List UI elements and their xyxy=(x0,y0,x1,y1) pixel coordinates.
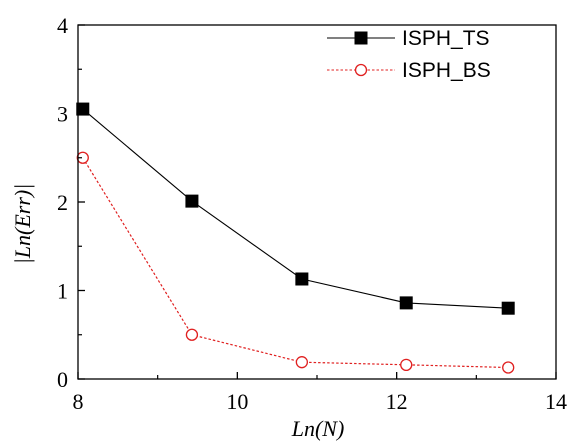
data-point xyxy=(295,272,309,286)
data-point xyxy=(76,151,89,164)
legend-label: ISPH_TS xyxy=(402,27,490,50)
y-tick-label: 2 xyxy=(57,190,68,215)
data-point xyxy=(399,296,413,310)
series-layer xyxy=(76,102,515,374)
data-point xyxy=(502,361,515,374)
series-line xyxy=(82,157,509,369)
legend-marker xyxy=(354,63,368,77)
data-point xyxy=(185,328,199,341)
legend-entry: ISPH_TS xyxy=(327,27,490,50)
data-point xyxy=(400,358,413,371)
x-axis-title: Ln(N) xyxy=(291,416,345,441)
data-point xyxy=(185,194,199,208)
y-tick-label: 0 xyxy=(57,367,68,392)
y-tick-label: 4 xyxy=(57,13,68,38)
series-isph-bs xyxy=(76,151,515,374)
series-isph-ts xyxy=(76,102,515,315)
legend-marker xyxy=(354,31,368,45)
data-point xyxy=(501,301,515,315)
y-tick-label: 1 xyxy=(57,279,68,304)
data-point xyxy=(76,102,90,116)
data-point xyxy=(295,356,309,369)
x-tick-label: 8 xyxy=(73,389,84,414)
y-axis-title: |Ln(Err)| xyxy=(10,184,35,265)
y-tick-label: 3 xyxy=(57,102,68,127)
x-tick-label: 10 xyxy=(226,389,248,414)
x-tick-label: 14 xyxy=(545,389,567,414)
legend: ISPH_TS ISPH_BS xyxy=(327,27,491,82)
x-tick-label: 12 xyxy=(386,389,408,414)
legend-entry: ISPH_BS xyxy=(327,59,491,82)
legend-label: ISPH_BS xyxy=(402,59,491,82)
